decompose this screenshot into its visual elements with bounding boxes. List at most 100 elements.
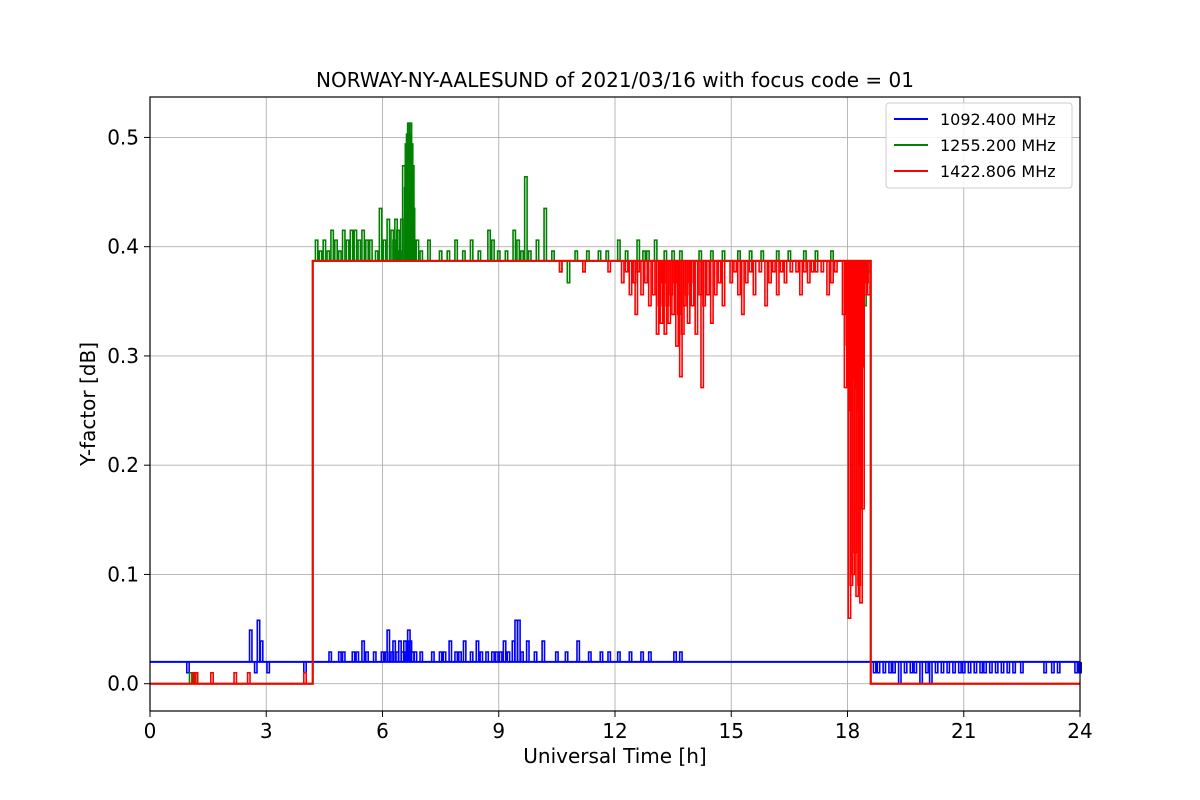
series-spike [802,250,807,261]
series-spike [768,260,772,284]
series-spike [787,250,792,261]
series-spike [740,260,745,316]
series-spike [512,229,517,261]
series-spike [659,260,664,324]
series-spike [628,260,633,296]
series-spike [303,671,307,684]
legend-label: 1092.400 MHz [940,110,1056,129]
x-tick-label: 9 [492,719,505,743]
series-spike [430,651,435,662]
series-spike [830,250,834,261]
series-spike [543,207,548,261]
series-spike [496,250,501,261]
series-spike [866,260,871,296]
ticks: 0 3 6 9 12 15 18 21 24 0.0 0.1 0.2 0.3 0.4 0.5 [107,125,1093,743]
y-tick-label: 0.0 [107,672,139,696]
series-spike [642,250,647,261]
series-spike [558,260,563,273]
series-spike [783,260,788,284]
series-spike [380,651,385,662]
series-0 [150,619,1082,685]
series-spike [605,250,610,261]
series-spike [737,250,741,261]
series-spike [888,661,893,674]
series-spike [378,207,383,261]
series-spike [810,260,815,273]
series-spike [1056,661,1061,674]
series-spike [504,250,509,261]
series-spike [409,143,414,261]
series-spike [700,260,705,389]
series-spike [194,671,199,684]
series-spike [636,260,641,273]
series-spike [585,250,590,261]
series-spike [663,250,668,261]
series-spike [1006,661,1011,674]
x-tick-label: 15 [719,719,744,743]
series-spike [330,229,335,261]
legend: 1092.400 MHz 1255.200 MHz 1422.806 MHz [885,102,1073,189]
series-spike [314,239,319,261]
series-spike [624,260,629,273]
series-spike [789,260,794,273]
series-spike [477,250,482,261]
series-spike [566,260,571,284]
series-spike [454,239,459,261]
series-spike [713,260,718,296]
series-layer [150,122,1082,685]
series-spike [882,661,887,674]
y-tick-label: 0.5 [107,125,139,149]
series-spike [469,239,474,261]
series-spike [490,651,495,662]
series-spike [876,661,881,674]
series-spike [694,260,699,335]
series-spike [413,651,418,662]
series-2 [150,259,1080,685]
series-spike [326,250,331,261]
series-spike [233,671,238,684]
series-spike [903,661,908,674]
series-spike [322,239,327,261]
series-spike [647,260,652,307]
legend-box [885,102,1073,189]
series-spike [698,250,703,261]
x-tick-label: 18 [835,719,860,743]
series-spike [259,640,264,662]
series-spike [1050,661,1055,674]
series-spike [469,651,474,662]
series-spike [533,651,538,662]
series-spike [210,671,214,684]
series-spike [946,661,951,674]
series-spike [349,229,354,261]
series-spike [690,260,695,307]
series-spike [341,229,346,261]
series-spike [717,260,722,284]
series-spike [934,661,939,674]
series-spike [799,260,803,296]
series-spike [419,651,424,662]
series-spike [361,229,366,261]
series-spike [952,661,957,674]
series-spike [814,260,819,273]
series-spike [448,640,453,662]
series-spike [490,239,495,261]
series-spike [994,661,999,674]
series-spike [1074,661,1079,674]
series-spike [516,239,521,261]
chart-title: NORWAY-NY-AALESUND of 2021/03/16 with fo… [316,68,914,92]
series-spike [574,250,579,261]
series-spike [411,207,416,261]
series-spike [616,239,621,261]
series-spike [709,250,714,261]
series-spike [861,260,865,510]
series-spike [438,250,443,261]
series-spike [382,239,387,261]
series-spike [318,250,323,261]
series-spike [597,250,602,261]
series-spike [775,250,780,261]
series-spike [979,661,984,674]
series-spike [764,260,769,307]
series-spike [760,250,765,261]
series-spike [830,260,834,284]
series-spike [678,250,683,261]
